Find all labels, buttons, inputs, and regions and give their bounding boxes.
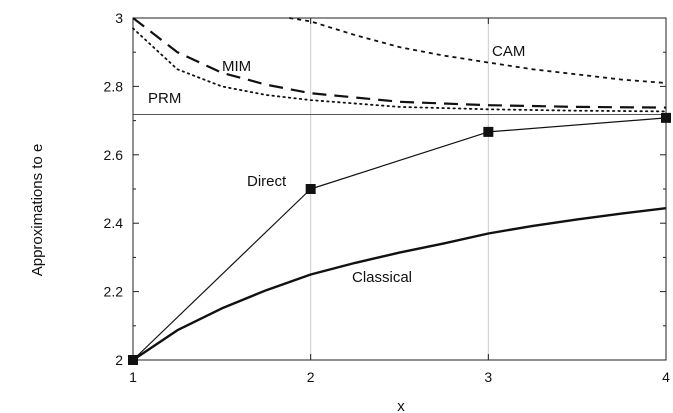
series-line-mim (132, 17, 667, 109)
series-line-prm (132, 27, 667, 113)
y-tick-label: 2.2 (104, 284, 124, 300)
series-label-cam: CAM (492, 43, 525, 60)
y-tick-label: 2.4 (104, 215, 124, 231)
series-label-prm: PRM (148, 90, 181, 107)
x-axis-label: x (397, 398, 405, 413)
y-tick-label: 3 (115, 10, 123, 26)
series-line-cam (289, 17, 667, 84)
direct-marker (661, 112, 671, 123)
y-tick-label: 2.6 (104, 147, 124, 163)
axis-ticks: 1 2 3 422.22.42.62.83 (104, 10, 671, 385)
x-tick-label: 3 (484, 369, 492, 385)
x-tick-label: 2 (307, 369, 315, 385)
direct-marker (128, 355, 138, 365)
y-tick-label: 2 (115, 352, 123, 368)
grid (310, 18, 489, 360)
x-tick-label: 4 (662, 369, 670, 385)
series-line-direct (132, 117, 667, 361)
series-layer (132, 17, 667, 361)
y-tick-label: 2.8 (104, 78, 124, 94)
series-label-direct: Direct (247, 173, 287, 190)
series-line-classical (132, 207, 667, 361)
direct-marker (305, 184, 316, 194)
direct-marker (483, 126, 494, 137)
direct-markers (128, 112, 671, 365)
series-label-classical: Classical (352, 269, 412, 286)
series-label-mim: MIM (222, 58, 251, 75)
y-axis-label: Approximations to e (29, 144, 46, 277)
x-tick-label: 1 (129, 369, 137, 385)
